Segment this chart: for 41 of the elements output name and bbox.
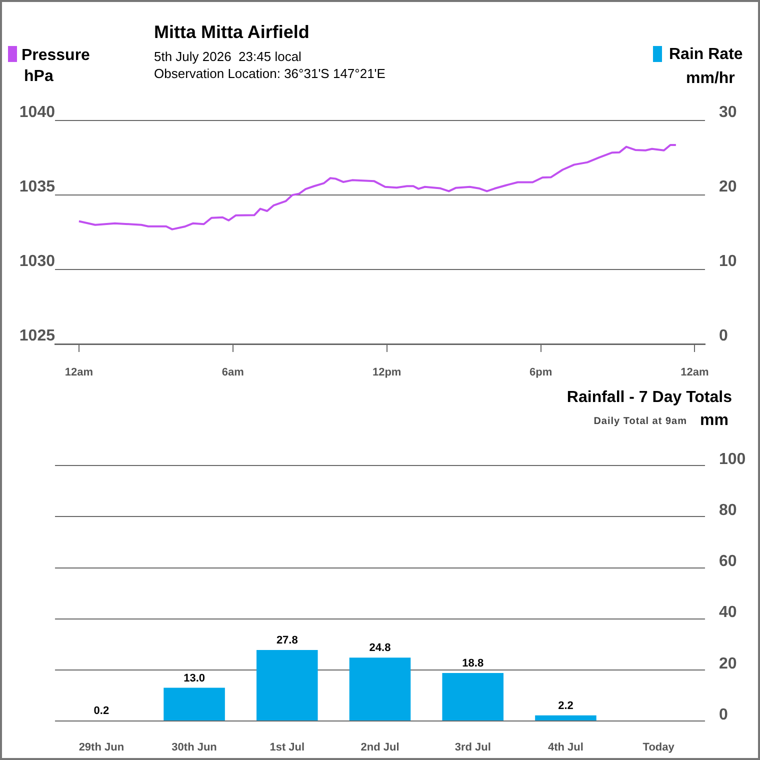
text: Observation Location: 36°31'S 147°21'E xyxy=(154,66,386,81)
y2-tick-label: 30 xyxy=(719,104,737,122)
y2-axis-title: mm xyxy=(700,412,728,430)
y2-tick-label: 20 xyxy=(719,655,737,672)
x-tick-label: 12pm xyxy=(372,366,402,379)
y2-tick-label: 60 xyxy=(719,553,737,570)
data-label: 27.8 xyxy=(276,634,298,647)
x-tick-label: Today xyxy=(642,742,676,754)
y-tick-label: 1025 xyxy=(19,327,56,344)
y-tick-label: 1030 xyxy=(19,252,56,270)
x-tick-label: 29th Jun xyxy=(78,742,124,754)
x-tick-label: 1st Jul xyxy=(270,742,305,754)
chart-subtitle: Daily Total at 9am xyxy=(594,416,687,427)
y2-tick-label: 0 xyxy=(719,706,728,724)
chart-subtitle: 5th July 2026 23:45 local xyxy=(154,49,302,64)
chart-title: Mitta Mitta Airfield xyxy=(154,22,310,43)
x-tick-label: 6am xyxy=(222,366,244,379)
y-tick-label: 1040 xyxy=(19,104,56,122)
legend-label: Pressure xyxy=(21,47,90,64)
y-tick-label: 1035 xyxy=(19,178,56,196)
x-tick-label: 3rd Jul xyxy=(454,742,491,754)
y2-tick-label: 10 xyxy=(719,252,737,270)
data-label: 13.0 xyxy=(184,672,205,684)
data-label: 24.8 xyxy=(369,642,391,654)
y2-tick-label: 80 xyxy=(719,502,737,520)
data-label: 2.2 xyxy=(558,700,574,712)
x-tick-label: 6pm xyxy=(529,366,552,379)
x-tick-label: 2nd Jul xyxy=(360,742,400,754)
y2-tick-label: 40 xyxy=(719,604,737,622)
chart-title: Rainfall - 7 Day Totals xyxy=(566,389,732,407)
y2-tick-label: 0 xyxy=(719,327,728,344)
x-tick-label: 12am xyxy=(64,366,94,379)
x-tick-label: 4th Jul xyxy=(548,742,584,754)
data-label: 0.2 xyxy=(94,705,110,718)
y2-tick-label: 100 xyxy=(719,451,746,468)
y2-tick-label: 20 xyxy=(719,178,737,196)
data-label: 18.8 xyxy=(462,658,484,670)
y-axis-title: hPa xyxy=(24,68,54,86)
x-tick-label: 12am xyxy=(680,366,710,379)
y2-axis-title: Rain Rate mm/hr xyxy=(669,46,743,88)
x-tick-label: 30th Jun xyxy=(172,742,218,754)
